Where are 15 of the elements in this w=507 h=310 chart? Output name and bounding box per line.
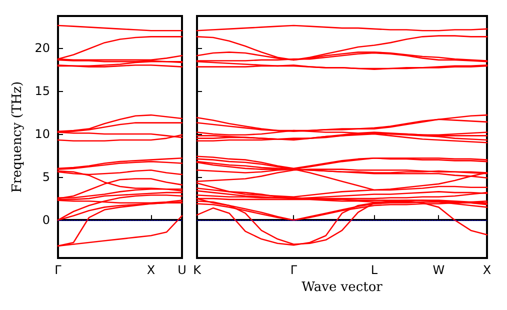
y-tick-label: 15 bbox=[34, 84, 50, 98]
x-tick-label: W bbox=[432, 263, 445, 277]
x-tick-label: L bbox=[370, 263, 378, 277]
x-axis-title: Wave vector bbox=[302, 280, 384, 295]
x-tick-label: Γ bbox=[54, 263, 62, 277]
y-axis-title: Frequency (THz) bbox=[10, 81, 25, 193]
x-tick-label: U bbox=[178, 263, 186, 277]
x-tick-label: X bbox=[146, 263, 156, 277]
x-tick-label: K bbox=[193, 263, 202, 277]
x-tick-label: X bbox=[482, 263, 492, 277]
y-tick-label: 10 bbox=[34, 126, 50, 141]
y-tick-label: 5 bbox=[42, 170, 50, 184]
y-tick-label: 20 bbox=[34, 40, 50, 55]
x-tick-label: Γ bbox=[290, 263, 298, 277]
y-tick-label: 0 bbox=[42, 213, 50, 228]
